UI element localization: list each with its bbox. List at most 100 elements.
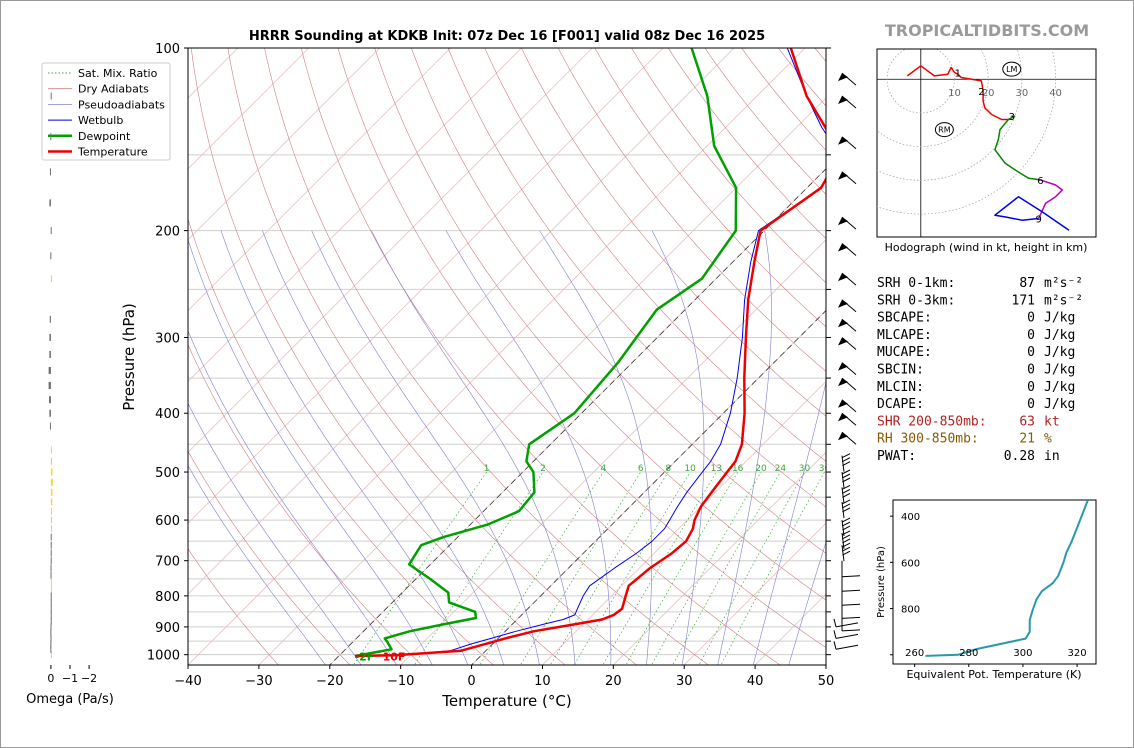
x-tick-label: 20 xyxy=(605,674,622,689)
hodograph-ring-label: 10 xyxy=(948,88,961,99)
legend-label: Pseudoadiabats xyxy=(78,98,165,111)
legend: Sat. Mix. Ratio Dry Adiabats Pseudoadiabat… xyxy=(41,62,171,161)
omega-bar xyxy=(50,611,52,619)
skewt-axes-frame xyxy=(187,47,827,666)
isotherm-line xyxy=(188,48,451,312)
wind-barb-icon xyxy=(838,72,857,86)
hodograph-caption: Hodograph (wind in kt, height in km) xyxy=(885,241,1088,254)
legend-label: Dewpoint xyxy=(78,130,131,143)
stat-label: SRH 0-1km: xyxy=(877,276,955,291)
chart-title: HRRR Sounding at KDKB Init: 07z Dec 16 [… xyxy=(249,29,765,44)
stat-unit: % xyxy=(1044,432,1052,447)
theta-e-frame xyxy=(892,499,1097,665)
stat-unit: J/kg xyxy=(1044,311,1075,326)
mixing-ratio-line xyxy=(602,471,717,665)
hodograph-ring xyxy=(877,49,989,147)
omega-bar xyxy=(49,422,51,430)
mixing-ratio-line xyxy=(573,471,691,665)
omega-bar xyxy=(50,571,52,579)
y-tick-label: 100 xyxy=(155,42,180,57)
omega-bar xyxy=(50,605,52,613)
dry-adiabat xyxy=(337,48,826,649)
mixing-ratio-line xyxy=(519,471,642,665)
omega-bar xyxy=(50,498,53,506)
wind-barb-icon xyxy=(838,337,857,350)
omega-bar xyxy=(50,488,53,496)
mixing-ratio-line xyxy=(479,471,604,665)
wind-barb-icon xyxy=(833,630,859,639)
stat-label: DCAPE: xyxy=(877,397,924,412)
dewpoint-line xyxy=(354,48,738,658)
dry-adiabat xyxy=(190,48,566,665)
moist-adiabat xyxy=(371,230,576,665)
moist-adiabat xyxy=(188,465,326,665)
omega-bar xyxy=(50,557,52,565)
y-tick-label: 900 xyxy=(155,621,180,636)
moist-adiabat xyxy=(220,230,469,665)
wind-barb-icon xyxy=(841,517,851,537)
omega-bar xyxy=(50,457,53,465)
x-tick-label: −40 xyxy=(174,674,201,689)
stat-label: MLCIN: xyxy=(877,380,924,395)
x-tick-label: 10 xyxy=(534,674,551,689)
hodograph-ring xyxy=(877,49,1023,181)
skewt-ticks: −40 −30 −20 −10 0 10 20 30 40 50 1000 900 800 700 600 5… xyxy=(147,42,834,689)
wind-barb-icon xyxy=(838,412,857,426)
omega-bar xyxy=(50,133,52,141)
isotherm-line xyxy=(329,168,826,665)
stat-unit: J/kg xyxy=(1044,345,1075,360)
mixing-ratio-line xyxy=(549,471,669,665)
omega-axis-label: Omega (Pa/s) xyxy=(26,692,114,707)
hodograph-ring xyxy=(886,49,955,114)
x-tick-label: −30 xyxy=(245,674,272,689)
wind-barb-icon xyxy=(838,399,857,413)
stat-unit: J/kg xyxy=(1044,363,1075,378)
mixing-ratio-line xyxy=(720,471,825,665)
skewt-plot: 1 2 4 6 8 10 13 16 20 24 30 36 -2F 10F −40 −30 −20 −10 0… xyxy=(41,42,861,710)
x-tick-label: 30 xyxy=(676,674,693,689)
wind-barb-icon xyxy=(841,614,861,632)
theta-e-x-axis-label: Equivalent Pot. Temperature (K) xyxy=(906,668,1081,681)
legend-label: Sat. Mix. Ratio xyxy=(78,67,158,80)
dry-adiabat xyxy=(374,48,826,601)
omega-bar xyxy=(49,199,51,207)
omega-bar xyxy=(50,640,52,648)
wind-barb-icon xyxy=(841,560,861,578)
mixing-ratio-label: 8 xyxy=(665,464,671,474)
wind-barb-icon xyxy=(838,171,857,185)
moist-adiabat xyxy=(188,330,397,665)
stat-unit: J/kg xyxy=(1044,380,1075,395)
hodograph-segment xyxy=(906,65,1016,121)
wind-barb-icon xyxy=(841,499,851,518)
omega-bar xyxy=(48,381,51,389)
omega-bar xyxy=(50,478,53,486)
mixing-ratio-label: 20 xyxy=(755,464,767,474)
stat-label: MLCAPE: xyxy=(877,328,932,343)
legend-label: Wetbulb xyxy=(78,114,123,127)
y-tick-label: 700 xyxy=(155,555,180,570)
dry-adiabat xyxy=(594,48,826,328)
isotherm-line xyxy=(188,48,664,524)
wind-barb-icon xyxy=(838,272,857,286)
omega-bar xyxy=(49,396,51,404)
dry-adiabat xyxy=(411,48,826,554)
omega-bar xyxy=(50,651,52,659)
mixing-ratio-label: 16 xyxy=(732,464,744,474)
dry-adiabat xyxy=(264,48,709,665)
isotherm-line xyxy=(612,451,826,665)
wind-barb-icon xyxy=(838,95,857,109)
omega-bar xyxy=(50,468,53,476)
skewt-y-axis-label: Pressure (hPa) xyxy=(120,303,138,411)
y-tick-label: 300 xyxy=(155,331,180,346)
omega-bar xyxy=(50,549,52,557)
mixing-ratio-label: 13 xyxy=(711,464,722,474)
stat-value: 0 xyxy=(1027,363,1035,378)
omega-bar xyxy=(50,227,52,235)
omega-bar xyxy=(49,350,51,358)
x-tick-label: 50 xyxy=(818,674,835,689)
omega-bar xyxy=(50,634,52,642)
omega-bar xyxy=(50,92,52,100)
theta-y-tick-label: 800 xyxy=(901,605,920,616)
omega-bar xyxy=(50,541,52,549)
stat-value: 0 xyxy=(1027,345,1035,360)
